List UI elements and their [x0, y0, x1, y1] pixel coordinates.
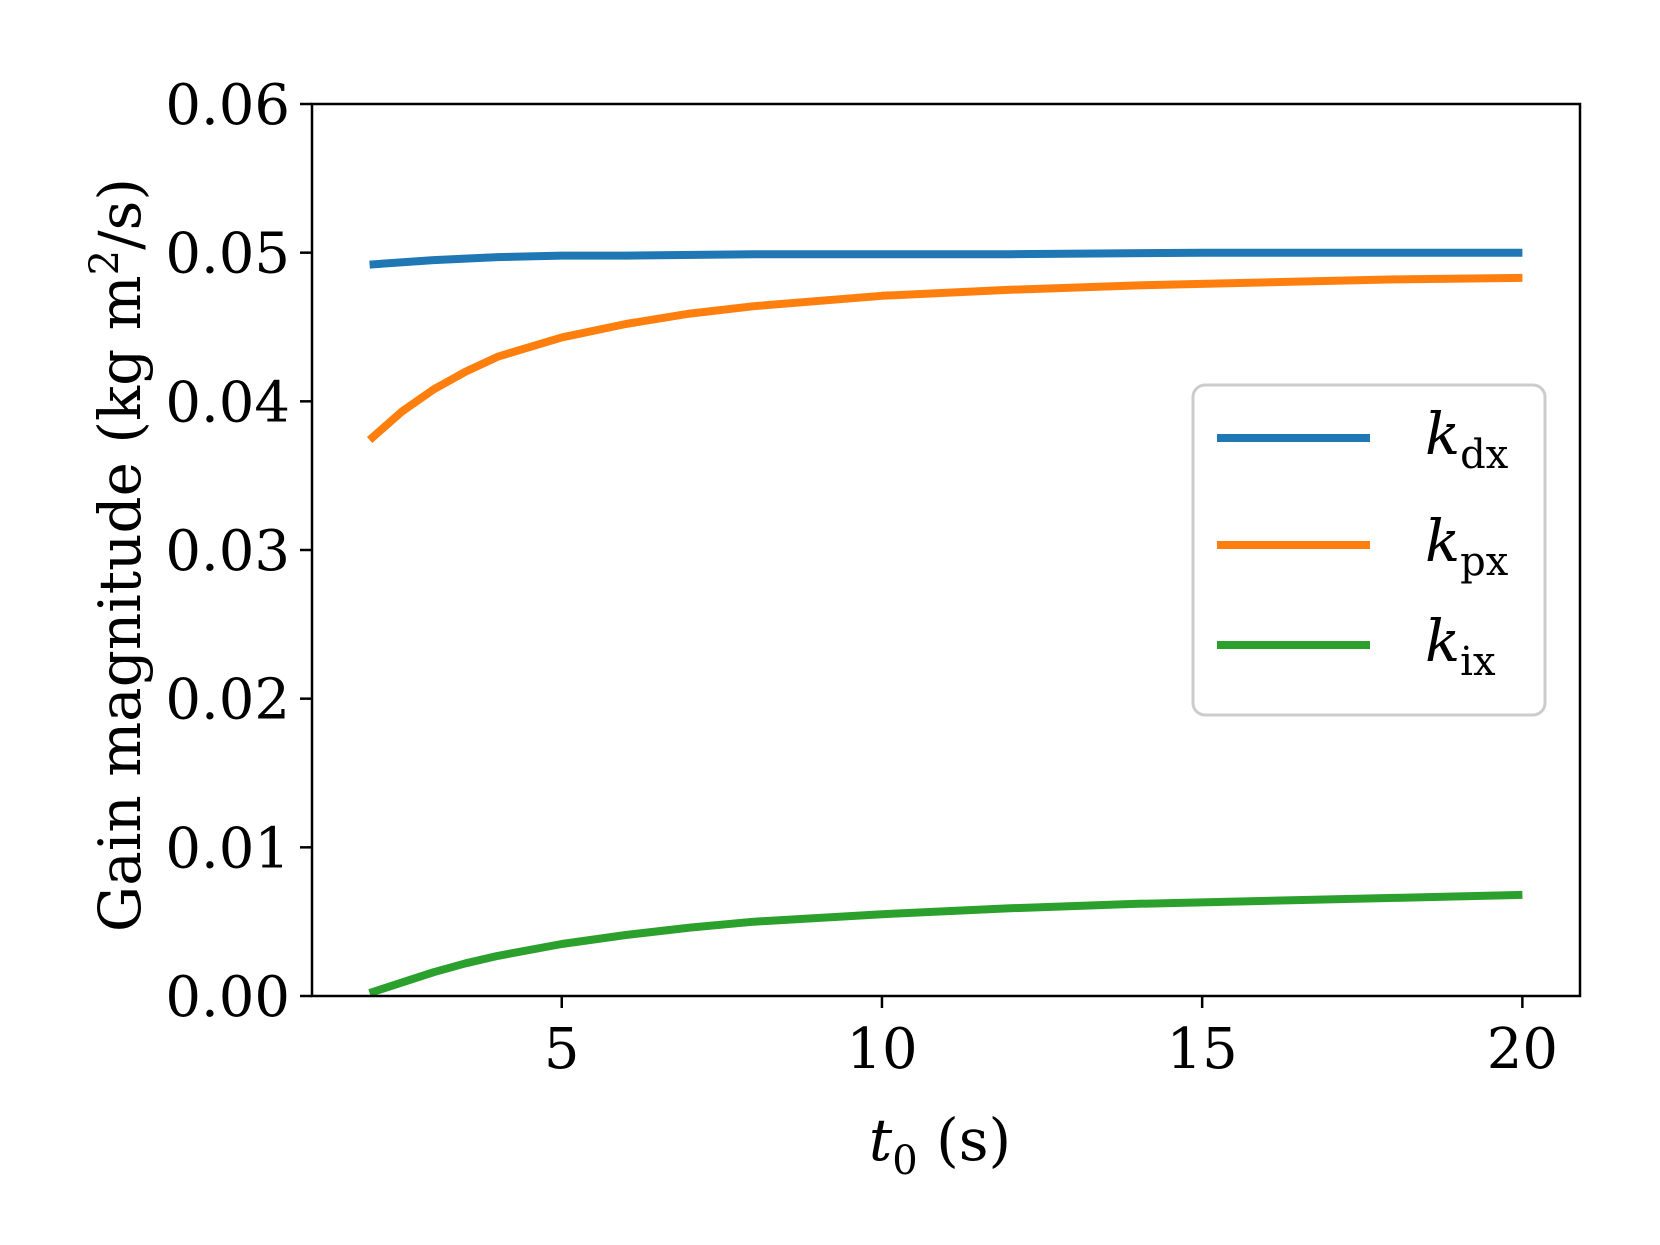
legend-label-sub: dx — [1460, 432, 1509, 478]
y-axis-label: Gain magnitude (kg m2/s) — [82, 178, 154, 932]
legend-box — [1191, 383, 1547, 717]
legend-label-k-px: kpx — [1425, 507, 1509, 585]
x-axis: 5 10 15 20 — [544, 996, 1558, 1082]
x-axis-label-unit: (s) — [918, 1106, 1011, 1174]
legend-label-main: k — [1425, 607, 1460, 675]
series-line-k-dx — [369, 248, 1523, 269]
y-axis-label-suffix: /s) — [86, 178, 154, 250]
legend-label-sub: ix — [1460, 639, 1496, 685]
y-tick-label: 0.05 — [165, 222, 290, 287]
x-tick-label: 15 — [1167, 1017, 1238, 1082]
series-line-k-px — [366, 273, 1523, 444]
series-layer — [366, 248, 1523, 997]
y-tick-label: 0.06 — [165, 73, 290, 138]
legend-label-main: k — [1425, 400, 1460, 468]
legend-label-k-ix: kix — [1425, 607, 1496, 685]
y-tick-label: 0.04 — [165, 370, 290, 435]
series-line-k-ix — [368, 890, 1523, 997]
x-axis-label: t0 (s) — [869, 1106, 1011, 1184]
y-tick-label: 0.03 — [165, 519, 290, 584]
x-tick-label: 5 — [544, 1017, 580, 1082]
y-axis: 0.00 0.01 0.02 0.03 0.04 0.05 0.06 — [165, 73, 312, 1030]
legend-label-k-dx: kdx — [1425, 400, 1509, 478]
x-axis-label-main: t — [869, 1106, 893, 1174]
y-tick-label: 0.01 — [165, 816, 290, 881]
x-tick-label: 20 — [1487, 1017, 1558, 1082]
y-tick-label: 0.00 — [165, 965, 290, 1030]
legend-label-sub: px — [1460, 539, 1509, 585]
x-tick-label: 10 — [846, 1017, 917, 1082]
y-tick-label: 0.02 — [165, 668, 290, 733]
y-axis-label-prefix: Gain magnitude (kg m — [86, 275, 154, 932]
legend-label-main: k — [1425, 507, 1460, 575]
x-axis-label-sub: 0 — [892, 1138, 917, 1184]
y-axis-label-sup: 2 — [82, 250, 128, 275]
